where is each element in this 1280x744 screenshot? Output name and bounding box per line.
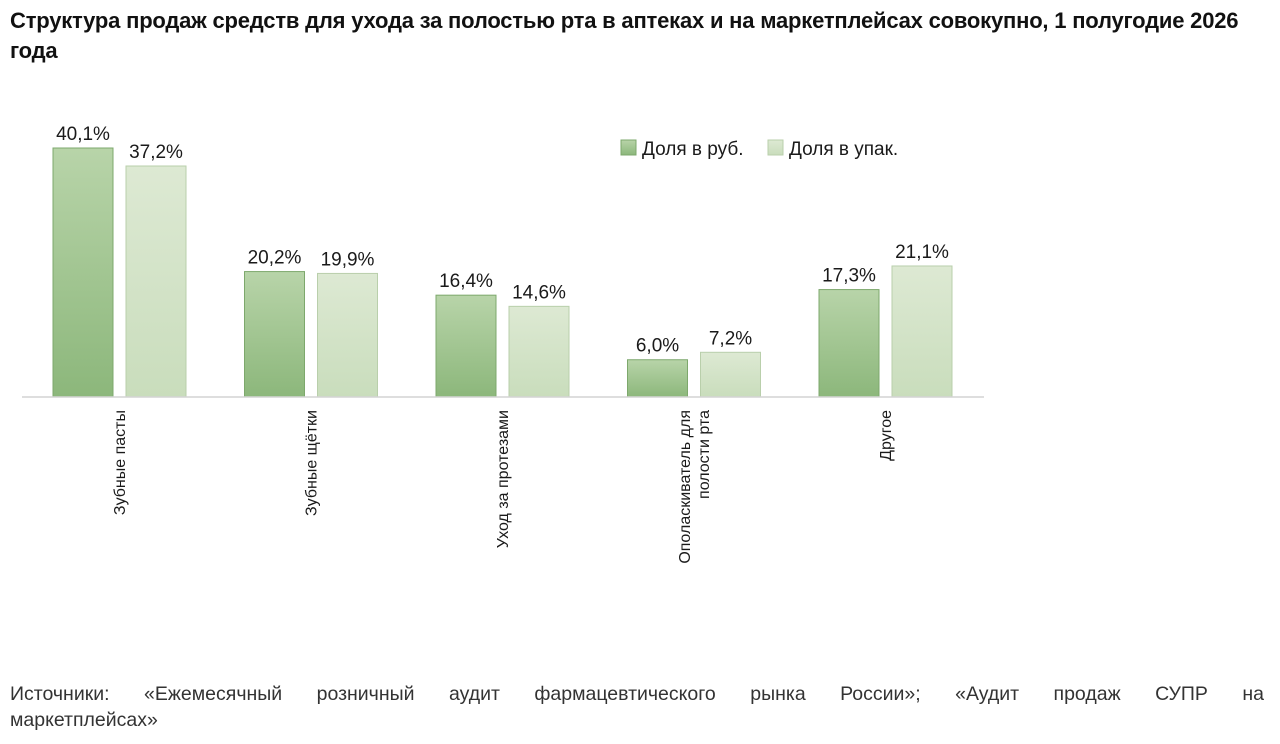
bars-layer <box>52 147 953 398</box>
bar-chart: 40,1% 37,2% Зубные пасты 20,2% 19,9% Зубные щ… <box>22 124 984 564</box>
bar-pack-4 <box>891 265 953 398</box>
legend-label-rub: Доля в руб. <box>642 139 744 160</box>
category-label-4: Другое <box>878 410 895 461</box>
labels-layer: 40,1% 37,2% Зубные пасты 20,2% 19,9% Зубные щ… <box>56 124 949 564</box>
source-line-1: Источники: «Ежемесячный розничный аудит … <box>10 683 1264 705</box>
value-label-rub-3: 6,0% <box>636 336 679 357</box>
value-label-pack-3: 7,2% <box>709 328 752 349</box>
legend-swatch-pack <box>767 139 784 156</box>
bar-rub-3 <box>627 359 688 398</box>
value-label-pack-4: 21,1% <box>895 242 949 263</box>
category-label-3: Ополаскиватель для полости рта <box>677 410 713 564</box>
value-label-pack-1: 19,9% <box>321 249 375 270</box>
value-label-rub-4: 17,3% <box>822 266 876 287</box>
legend-label-pack: Доля в упак. <box>789 139 898 160</box>
bar-rub-0 <box>52 147 114 398</box>
chart-title: Структура продаж средств для ухода за по… <box>10 8 1239 63</box>
bar-pack-3 <box>700 351 761 398</box>
bar-rub-2 <box>435 294 497 398</box>
category-label-1: Зубные щётки <box>304 410 321 516</box>
source-line-2: маркетплейсах» <box>10 709 158 731</box>
value-label-rub-2: 16,4% <box>439 271 493 292</box>
legend-swatch-rub <box>620 139 637 156</box>
category-label-2: Уход за протезами <box>495 410 512 548</box>
category-label-0: Зубные пасты <box>112 410 129 515</box>
bar-rub-4 <box>818 289 880 398</box>
value-label-pack-0: 37,2% <box>129 142 183 163</box>
value-label-pack-2: 14,6% <box>512 282 566 303</box>
bar-pack-1 <box>317 272 378 398</box>
bar-pack-0 <box>125 165 187 398</box>
value-label-rub-0: 40,1% <box>56 124 110 145</box>
bar-pack-2 <box>508 305 570 398</box>
bar-rub-1 <box>244 271 305 398</box>
legend: Доля в руб. Доля в упак. <box>620 139 898 160</box>
source-note: Источники: «Ежемесячный розничный аудит … <box>10 681 1264 733</box>
value-label-rub-1: 20,2% <box>248 248 302 269</box>
